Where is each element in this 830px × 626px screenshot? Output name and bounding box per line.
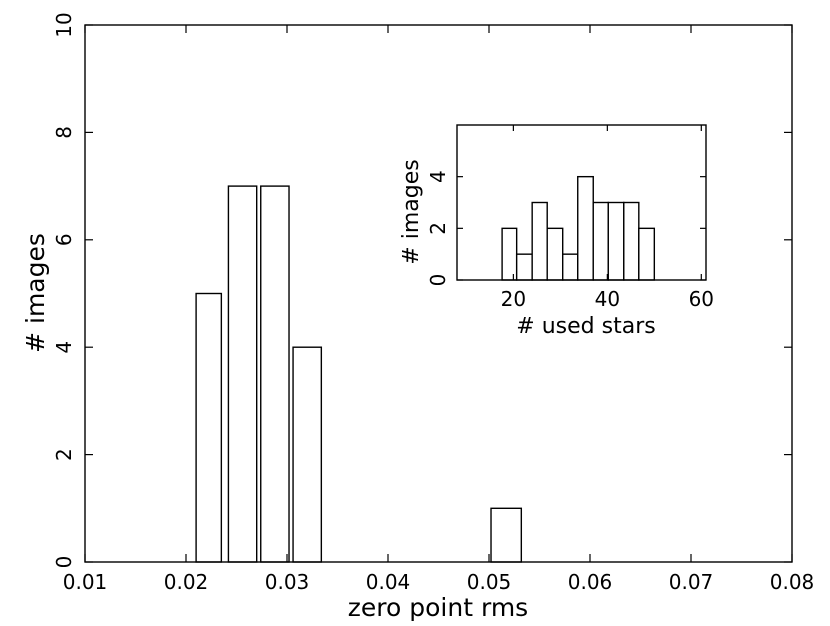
inset-y-tick-label: 0: [426, 274, 450, 287]
main-bar: [260, 185, 290, 563]
main-bar: [227, 185, 258, 563]
main-x-tick-label: 0.02: [164, 570, 209, 594]
main-x-axis-label: zero point rms: [348, 593, 528, 622]
main-ticks: 0.01 0.02 0.03 0.04 0.05 0.06 0.07 0.08 0 2 4 6 8 10: [52, 12, 814, 594]
inset-ticks: 20 40 60 0 2 4: [426, 125, 714, 311]
inset-y-axis-label: # images: [399, 159, 424, 264]
inset-bar: [531, 201, 548, 281]
inset-x-tick-label: 20: [501, 287, 526, 311]
inset-bar: [546, 227, 564, 281]
main-bar: [490, 507, 523, 563]
main-y-tick-label: 2: [52, 448, 76, 461]
inset-x-axis-label: # used stars: [516, 314, 655, 339]
inset-bar: [638, 227, 656, 281]
main-x-tick-label: 0.08: [770, 570, 815, 594]
inset-x-tick-label: 40: [595, 287, 620, 311]
inset-y-tick-label: 4: [426, 170, 450, 183]
inset-x-tick-label: 60: [689, 287, 714, 311]
inset-plot-frame: [456, 124, 707, 281]
inset-y-tick-label: 2: [426, 222, 450, 235]
main-x-tick-label: 0.05: [467, 570, 512, 594]
inset-bar: [515, 253, 533, 281]
inset-bar: [592, 201, 609, 281]
main-x-tick-label: 0.03: [265, 570, 310, 594]
main-x-tick-label: 0.07: [669, 570, 714, 594]
main-y-tick-label: 8: [52, 126, 76, 139]
main-y-axis-label: # images: [21, 233, 50, 353]
inset-bar: [501, 227, 518, 281]
main-y-tick-label: 4: [52, 341, 76, 354]
main-x-tick-label: 0.06: [568, 570, 613, 594]
main-y-tick-label: 10: [52, 12, 76, 37]
main-bar: [292, 346, 323, 563]
inset-bar: [562, 253, 579, 281]
main-plot-frame: [84, 24, 793, 563]
main-x-tick-label: 0.01: [63, 570, 108, 594]
inset-bar: [577, 175, 594, 281]
inset-bar: [607, 201, 625, 281]
inset-bar: [623, 201, 640, 281]
main-y-tick-label: 0: [52, 556, 76, 569]
main-x-tick-label: 0.04: [366, 570, 411, 594]
main-bars: [195, 185, 523, 563]
main-y-tick-label: 6: [52, 233, 76, 246]
inset-bars: [501, 175, 656, 281]
main-bar: [195, 292, 223, 563]
